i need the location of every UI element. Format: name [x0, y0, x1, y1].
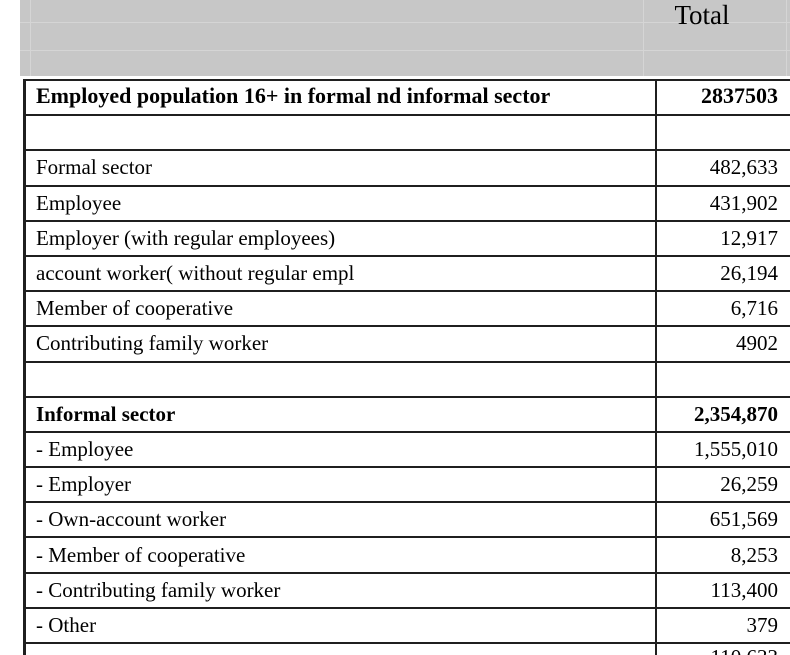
row-value: 2837503 — [655, 81, 790, 115]
table-row: - Employer 26,259 — [26, 468, 790, 504]
row-value: 431,902 — [655, 186, 790, 220]
row-label: Contributing family worker — [36, 331, 269, 356]
row-label — [26, 363, 655, 396]
row-value: 651,569 — [655, 503, 790, 537]
row-label: Employer (with regular employees) — [36, 225, 336, 250]
table-row: account worker( without regular empl 26,… — [26, 256, 790, 293]
total-column-header: Total — [674, 0, 730, 30]
row-value: 482,633 — [655, 151, 790, 185]
row-label: account worker( without regular empl — [36, 261, 355, 286]
table-row — [26, 362, 790, 398]
spreadsheet-header-band — [20, 0, 790, 76]
table-row: - Employee 1,555,010 — [26, 432, 790, 469]
row-label: Member of cooperative — [36, 296, 234, 321]
gridline — [20, 22, 790, 23]
table-row: Employer (with regular employees) 12,917 — [26, 221, 790, 257]
row-label: Formal sector — [36, 155, 153, 180]
row-label: Employee — [36, 190, 122, 215]
table-row: - Other 379 — [26, 608, 790, 644]
table-row: Informal sector 2,354,870 — [26, 397, 790, 433]
gridline — [643, 0, 644, 76]
row-label: - Member of cooperative — [36, 542, 246, 567]
table-row: 110,633 — [26, 644, 790, 655]
row-value — [655, 116, 790, 150]
row-value: 110,633 — [655, 644, 790, 655]
row-value: 26,194 — [655, 256, 790, 291]
table-row: Contributing family worker 4902 — [26, 327, 790, 363]
row-value: 113,400 — [655, 573, 790, 607]
row-label: Informal sector — [36, 401, 176, 426]
row-label: - Own-account worker — [36, 507, 227, 532]
row-label: - Employer — [36, 472, 132, 497]
row-value: 26,259 — [655, 468, 790, 502]
gridline — [20, 50, 790, 51]
row-label — [26, 644, 655, 655]
table-row: Formal sector 482,633 — [26, 151, 790, 187]
table-row: Employed population 16+ in formal nd inf… — [26, 81, 790, 117]
row-label: - Other — [36, 612, 97, 637]
row-value: 12,917 — [655, 221, 790, 255]
row-value — [655, 362, 790, 396]
row-value: 1,555,010 — [655, 432, 790, 467]
row-label: Employed population 16+ in formal nd inf… — [36, 83, 551, 109]
table-row: Member of cooperative 6,716 — [26, 292, 790, 328]
row-value: 4902 — [655, 327, 790, 361]
table-row: - Contributing family worker 113,400 — [26, 573, 790, 609]
row-value: 2,354,870 — [655, 397, 790, 431]
gridline — [786, 0, 787, 76]
table-row — [26, 116, 790, 152]
row-label — [26, 116, 655, 149]
row-value: 6,716 — [655, 292, 790, 326]
row-value: 379 — [655, 608, 790, 642]
table-row: - Member of cooperative 8,253 — [26, 538, 790, 574]
table-row: - Own-account worker 651,569 — [26, 503, 790, 539]
data-table: Employed population 16+ in formal nd inf… — [23, 79, 790, 655]
row-label: - Employee — [36, 436, 134, 461]
row-value: 8,253 — [655, 538, 790, 572]
row-label: - Contributing family worker — [36, 577, 281, 602]
gridline — [30, 0, 31, 76]
table-row: Employee 431,902 — [26, 186, 790, 222]
